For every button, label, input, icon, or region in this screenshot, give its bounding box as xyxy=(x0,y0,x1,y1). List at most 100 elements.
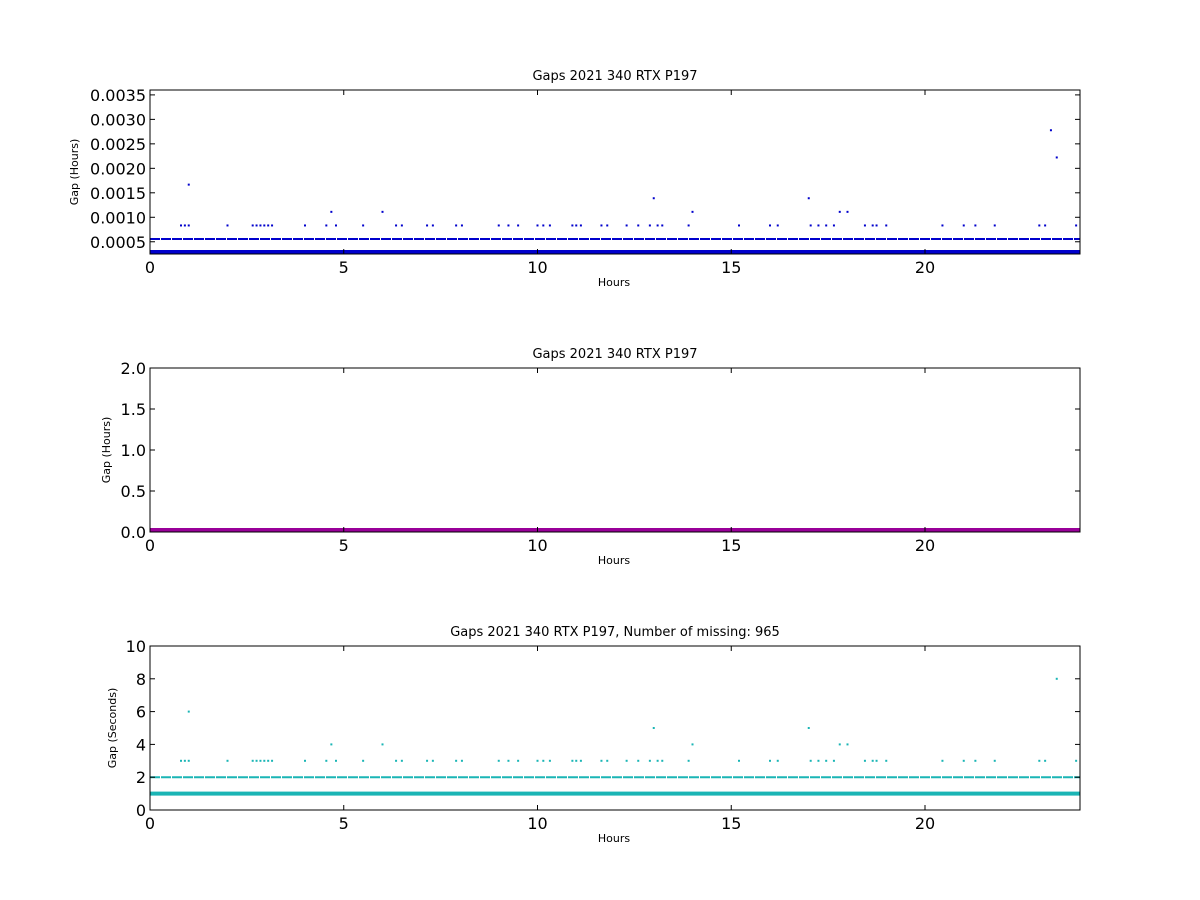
data-point xyxy=(330,210,333,213)
data-point xyxy=(656,759,659,762)
data-point xyxy=(507,759,510,762)
x-tick-label: 0 xyxy=(145,814,155,833)
data-point xyxy=(600,224,603,227)
y-tick-label: 4 xyxy=(136,735,146,754)
data-point xyxy=(776,224,779,227)
data-point xyxy=(330,743,333,746)
data-point xyxy=(575,759,578,762)
x-tick-label: 10 xyxy=(527,258,547,277)
y-tick-label: 0.0030 xyxy=(90,110,146,129)
data-point xyxy=(637,224,640,227)
data-point xyxy=(1044,759,1047,762)
data-point xyxy=(825,759,828,762)
data-point xyxy=(871,224,874,227)
data-point xyxy=(455,759,458,762)
x-tick-label: 15 xyxy=(721,258,741,277)
data-point xyxy=(687,224,690,227)
y-tick-label: 0.0 xyxy=(121,523,146,542)
data-point xyxy=(993,224,996,227)
data-point xyxy=(832,224,835,227)
data-point xyxy=(400,759,403,762)
y-tick-label: 2 xyxy=(136,768,146,787)
x-tick-label: 20 xyxy=(915,536,935,555)
data-point xyxy=(863,224,866,227)
data-point xyxy=(807,197,810,200)
data-point xyxy=(183,759,186,762)
x-tick-label: 20 xyxy=(915,814,935,833)
data-point xyxy=(838,743,841,746)
panel-2-xlabel: Hours xyxy=(598,554,630,567)
data-point xyxy=(652,197,655,200)
data-point xyxy=(807,727,810,729)
y-tick-label: 10 xyxy=(126,637,146,656)
data-point xyxy=(606,224,609,227)
data-point xyxy=(817,759,820,762)
data-point xyxy=(426,759,429,762)
data-point xyxy=(738,224,740,227)
data-point xyxy=(335,224,337,227)
panel-1-xlabel: Hours xyxy=(598,276,630,289)
data-point xyxy=(846,743,849,746)
x-tick-label: 20 xyxy=(915,258,935,277)
data-point xyxy=(769,759,771,762)
data-point xyxy=(400,224,403,227)
data-point xyxy=(809,224,812,227)
data-point xyxy=(431,224,434,227)
data-point xyxy=(263,224,266,227)
data-point xyxy=(381,210,384,213)
data-point xyxy=(507,224,510,227)
y-tick-label: 0.0010 xyxy=(90,208,146,227)
data-point xyxy=(187,183,190,186)
data-point xyxy=(536,224,539,227)
data-point xyxy=(885,224,888,227)
panel-2-title: Gaps 2021 340 RTX P197 xyxy=(532,347,697,362)
data-point xyxy=(395,759,398,762)
panel-2-marks xyxy=(150,528,1080,532)
data-point xyxy=(974,224,977,227)
y-tick-label: 8 xyxy=(136,670,146,689)
data-point xyxy=(817,224,820,227)
data-point xyxy=(1075,224,1078,227)
data-point xyxy=(395,224,398,227)
x-tick-label: 5 xyxy=(339,814,349,833)
panel-3: Gaps 2021 340 RTX P197, Number of missin… xyxy=(106,625,1081,845)
data-point xyxy=(776,759,779,762)
data-point xyxy=(251,224,254,227)
y-tick-label: 1.5 xyxy=(121,400,146,419)
data-point xyxy=(648,759,651,762)
data-point xyxy=(517,224,520,227)
data-point xyxy=(542,759,545,762)
data-point xyxy=(1038,224,1041,227)
panel-3-ylabel: Gap (Seconds) xyxy=(106,688,119,769)
data-point xyxy=(255,759,258,762)
panel-3-marks xyxy=(150,677,1080,796)
y-tick-label: 0.0025 xyxy=(90,135,146,154)
data-point xyxy=(687,759,690,762)
data-point xyxy=(187,759,190,762)
data-point xyxy=(571,759,574,762)
panel-1-ylabel: Gap (Hours) xyxy=(68,139,81,206)
data-point xyxy=(517,759,520,762)
panel-3-title: Gaps 2021 340 RTX P197, Number of missin… xyxy=(450,625,780,640)
data-point xyxy=(1049,129,1052,132)
data-point xyxy=(542,224,545,227)
y-tick-label: 6 xyxy=(136,703,146,722)
y-tick-label: 0 xyxy=(136,801,146,820)
data-point xyxy=(255,224,258,227)
panel-1-marks xyxy=(150,129,1080,254)
data-point xyxy=(962,224,965,227)
x-tick-label: 10 xyxy=(527,536,547,555)
panel-2-ticks: 0 5 10 15 20 0.0 0.5 1.0 1.5 2.0 xyxy=(121,359,1080,555)
data-point xyxy=(460,759,463,762)
data-point xyxy=(875,759,878,762)
x-tick-label: 0 xyxy=(145,536,155,555)
y-tick-label: 0.0015 xyxy=(90,184,146,203)
panel-2-frame xyxy=(149,367,1081,533)
data-point xyxy=(769,224,771,227)
data-point xyxy=(571,224,574,227)
data-point xyxy=(885,759,888,762)
x-tick-label: 15 xyxy=(721,814,741,833)
y-tick-label: 0.0035 xyxy=(90,86,146,105)
data-point xyxy=(1044,224,1047,227)
baseline-band xyxy=(150,250,1080,254)
